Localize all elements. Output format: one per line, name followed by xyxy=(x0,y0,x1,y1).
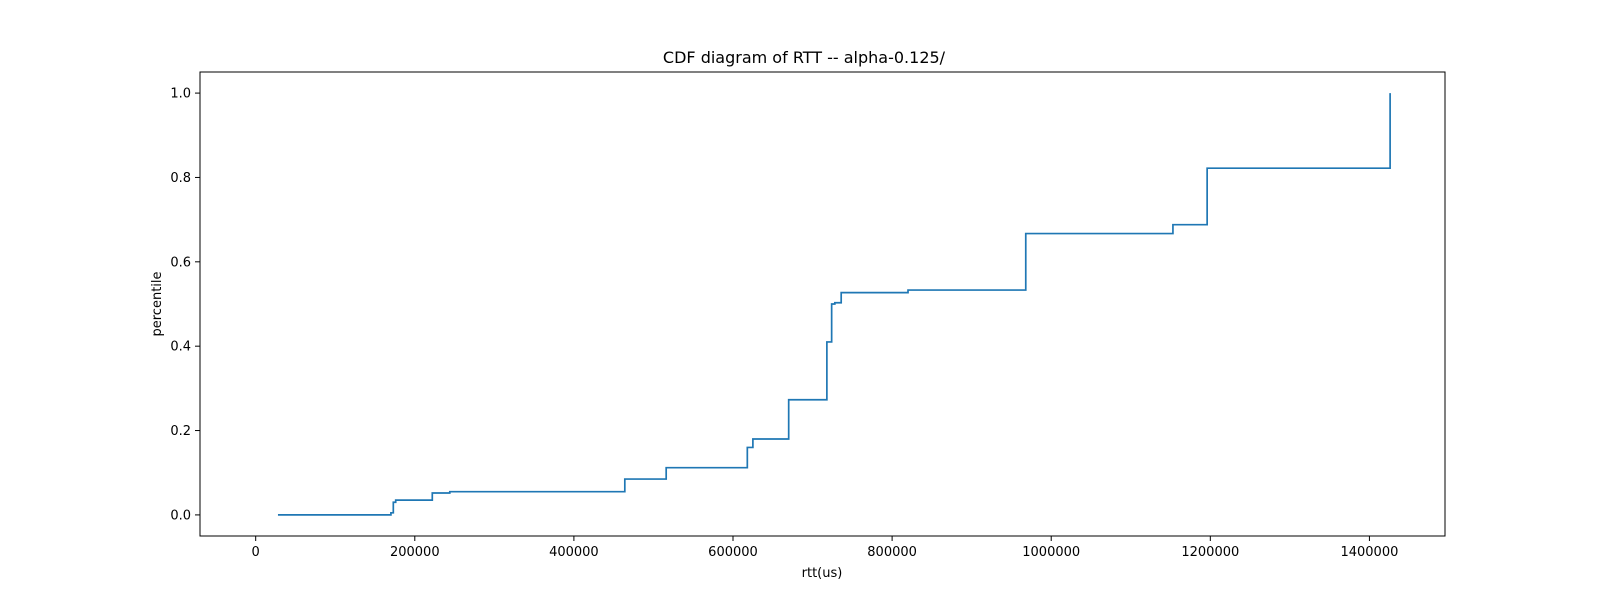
y-tick-label: 0.2 xyxy=(170,424,191,439)
x-axis: 0 200000 400000 600000 800000 1000000 1200000 1… xyxy=(252,536,1398,560)
x-tick-label: 800000 xyxy=(867,545,917,560)
y-tick-label: 1.0 xyxy=(170,87,191,102)
y-tick-label: 0.8 xyxy=(170,171,191,186)
y-tick-label: 0.0 xyxy=(170,508,191,523)
x-tick-label: 200000 xyxy=(390,545,440,560)
x-tick-label: 1000000 xyxy=(1022,545,1080,560)
y-axis-label: percentile xyxy=(150,271,165,336)
y-tick-label: 0.6 xyxy=(170,255,191,270)
chart-title: CDF diagram of RTT -- alpha-0.125/ xyxy=(663,48,946,67)
y-tick-label: 0.4 xyxy=(170,340,191,355)
x-tick-label: 400000 xyxy=(549,545,599,560)
cdf-series-line xyxy=(277,93,1391,516)
x-tick-label: 1200000 xyxy=(1181,545,1239,560)
x-tick-label: 1400000 xyxy=(1340,545,1398,560)
x-tick-label: 600000 xyxy=(708,545,758,560)
plot-area-frame xyxy=(199,71,1446,537)
x-tick-label: 0 xyxy=(252,545,260,560)
x-axis-label: rtt(us) xyxy=(802,566,843,581)
y-axis: 0.0 0.2 0.4 0.6 0.8 1.0 xyxy=(170,87,200,523)
